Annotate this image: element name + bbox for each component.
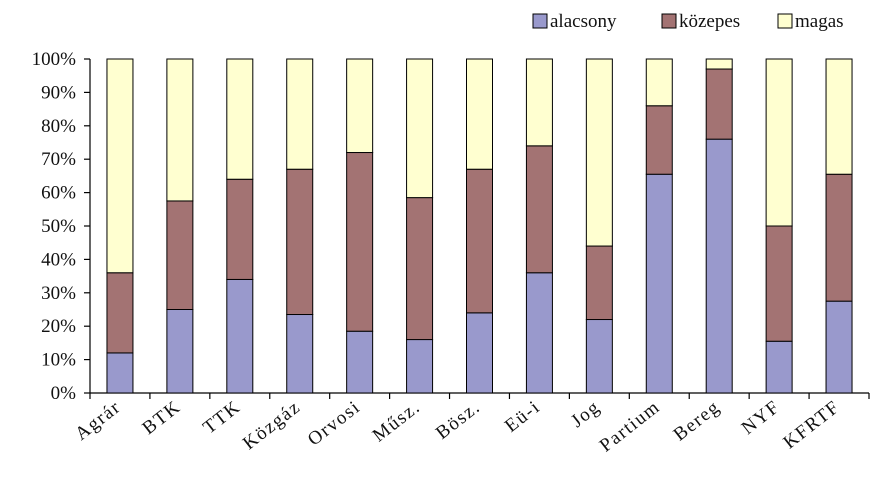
bar-segment-közepes — [765, 225, 793, 342]
bar-segment-magas — [825, 58, 853, 175]
x-tick-label: Közgáz — [239, 396, 305, 454]
bar-segment-alacsony — [705, 138, 733, 394]
bar-segment-közepes — [166, 200, 194, 310]
y-tick-label: 80% — [41, 116, 76, 137]
x-tick-label: BTK — [139, 396, 185, 439]
bar-segment-magas — [466, 58, 493, 170]
x-tick-label: Eü-i — [501, 396, 544, 436]
bar-segment-alacsony — [226, 278, 254, 394]
y-tick-label: 60% — [41, 183, 76, 204]
x-tick-label: Bereg — [670, 396, 725, 445]
legend-label: magas — [795, 11, 844, 32]
y-tick-label: 50% — [41, 216, 76, 237]
y-tick-label: 30% — [41, 283, 76, 304]
legend-label: közepes — [679, 11, 740, 32]
bar-segment-magas — [765, 58, 793, 227]
bar-segment-közepes — [346, 152, 374, 332]
bar-segment-közepes — [825, 173, 853, 302]
y-tick-label: 100% — [32, 49, 77, 70]
legend-swatch-alacsony — [532, 13, 548, 29]
y-tick-label: 20% — [41, 316, 76, 337]
bar-segment-alacsony — [825, 300, 853, 394]
bar-segment-alacsony — [106, 352, 134, 394]
bar-segment-közepes — [645, 105, 673, 175]
x-tick-label: Agrár — [71, 396, 125, 444]
bar-segment-alacsony — [346, 330, 374, 394]
bar-segment-alacsony — [286, 314, 314, 394]
x-tick-label: Partium — [596, 396, 665, 456]
x-tick-label: Orvosi — [304, 396, 365, 450]
bar-segment-magas — [525, 58, 553, 147]
bar-segment-közepes — [705, 68, 733, 140]
x-tick-label: NYF — [738, 396, 784, 439]
legend: alacsony közepes magas — [532, 11, 844, 32]
bar-segment-közepes — [466, 168, 493, 314]
legend-swatch-közepes — [661, 13, 677, 29]
x-tick-label: KFRTF — [780, 396, 845, 453]
bar-segment-közepes — [226, 178, 254, 280]
bar-segment-magas — [346, 58, 374, 154]
x-tick-label: Bösz. — [432, 396, 485, 443]
bar-segment-magas — [106, 58, 134, 274]
y-tick-label: 90% — [41, 82, 76, 103]
bar-segment-magas — [166, 58, 194, 202]
y-tick-label: 40% — [41, 249, 76, 270]
x-tick-label: Jog — [567, 396, 604, 432]
bar-segment-alacsony — [525, 272, 553, 394]
bar-segment-magas — [705, 58, 733, 70]
legend-swatch-magas — [777, 13, 793, 29]
bar-segment-magas — [286, 58, 314, 170]
bar-segment-közepes — [525, 145, 553, 274]
bar-segment-alacsony — [466, 312, 493, 394]
y-tick-label: 0% — [51, 383, 77, 404]
bar-segment-magas — [226, 58, 254, 180]
bar-segment-alacsony — [585, 319, 613, 394]
bar-segment-alacsony — [765, 340, 793, 394]
y-tick-label: 10% — [41, 350, 76, 371]
bar-segment-magas — [585, 58, 613, 247]
bar-segment-magas — [645, 58, 673, 107]
bar-segment-közepes — [286, 168, 314, 316]
bar-segment-alacsony — [645, 173, 673, 394]
bar-segment-magas — [406, 58, 434, 199]
x-tick-label: Műsz. — [369, 396, 425, 446]
x-tick-label: TTK — [199, 396, 245, 438]
bars — [106, 58, 853, 394]
bar-segment-alacsony — [406, 339, 434, 394]
bar-segment-közepes — [585, 245, 613, 321]
bar-segment-alacsony — [166, 309, 194, 394]
axes: 0% 10% 20% 30% 40% 50% 60% 70% 80% 90% 100% — [32, 49, 870, 404]
bar-segment-közepes — [406, 197, 434, 341]
legend-label: alacsony — [550, 11, 617, 32]
y-tick-label: 70% — [41, 149, 76, 170]
bar-segment-közepes — [106, 272, 134, 354]
